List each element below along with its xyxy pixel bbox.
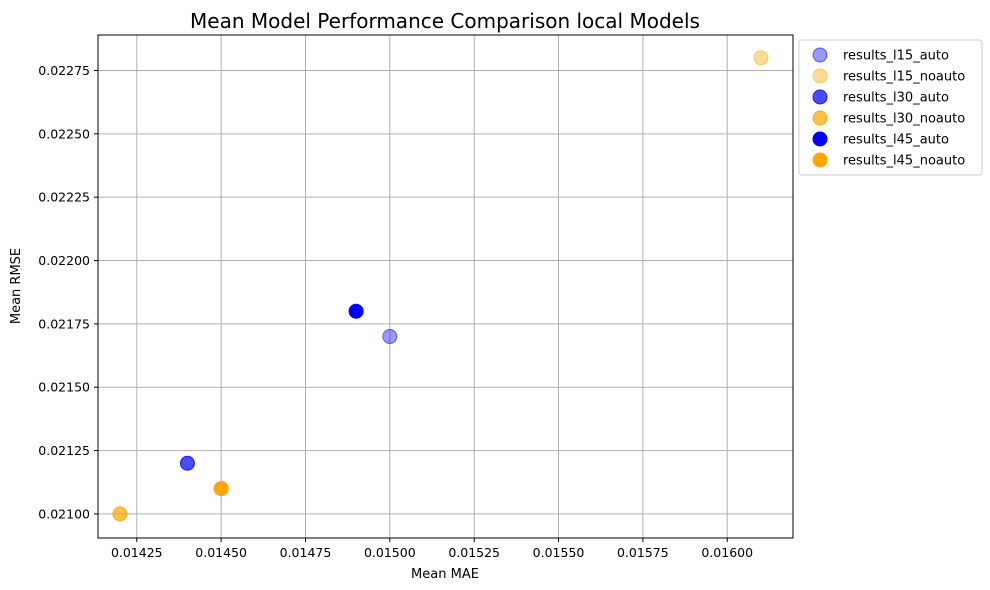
data-point-results_l45_noauto	[213, 481, 229, 497]
data-point-results_l30_auto	[179, 455, 195, 471]
x-axis-label: Mean MAE	[411, 567, 479, 582]
legend-label: results_l15_auto	[843, 49, 949, 64]
legend-label: results_l15_noauto	[843, 70, 965, 85]
x-tick-label: 0.01425	[111, 545, 163, 560]
axis-ticks: 0.01425 0.01450 0.01475 0.01500 0.01525 0.015…	[38, 63, 753, 560]
data-point-results_l15_auto	[382, 329, 398, 345]
grid-lines	[98, 35, 793, 538]
x-tick-label: 0.01575	[617, 545, 669, 560]
y-tick-label: 0.02100	[38, 506, 90, 521]
legend-frame	[798, 39, 983, 176]
y-tick-label: 0.02250	[38, 126, 90, 141]
x-tick-label: 0.01450	[195, 545, 247, 560]
legend-marker	[812, 110, 828, 126]
y-axis-label: Mean RMSE	[9, 248, 24, 324]
x-tick-label: 0.01525	[448, 545, 500, 560]
legend-marker	[812, 68, 828, 84]
legend-label: results_l30_noauto	[843, 112, 965, 127]
y-tick-label: 0.02200	[38, 253, 90, 268]
legend: results_l15_auto results_l15_noautoresult…	[798, 39, 983, 176]
legend-label: results_l45_auto	[843, 133, 949, 148]
y-tick-label: 0.02175	[38, 316, 90, 331]
data-point-results_l45_auto	[348, 303, 364, 319]
legend-marker	[812, 89, 828, 105]
y-tick-label: 0.02125	[38, 443, 90, 458]
legend-label: results_l30_auto	[843, 91, 949, 106]
chart-title: Mean Model Performance Comparison local …	[190, 9, 700, 33]
y-tick-label: 0.02225	[38, 190, 90, 205]
data-point-results_l15_noauto	[753, 50, 769, 66]
x-tick-label: 0.01500	[364, 545, 416, 560]
y-tick-label: 0.02275	[38, 63, 90, 78]
plot-frame	[97, 34, 794, 539]
legend-marker	[812, 47, 828, 63]
x-tick-label: 0.01600	[701, 545, 753, 560]
data-points	[112, 50, 769, 522]
legend-marker	[812, 152, 828, 168]
x-tick-label: 0.01475	[280, 545, 332, 560]
legend-label: results_l45_noauto	[843, 154, 965, 169]
legend-marker	[812, 131, 828, 147]
data-point-results_l30_noauto	[112, 506, 128, 522]
y-tick-label: 0.02150	[38, 380, 90, 395]
x-tick-label: 0.01550	[533, 545, 585, 560]
